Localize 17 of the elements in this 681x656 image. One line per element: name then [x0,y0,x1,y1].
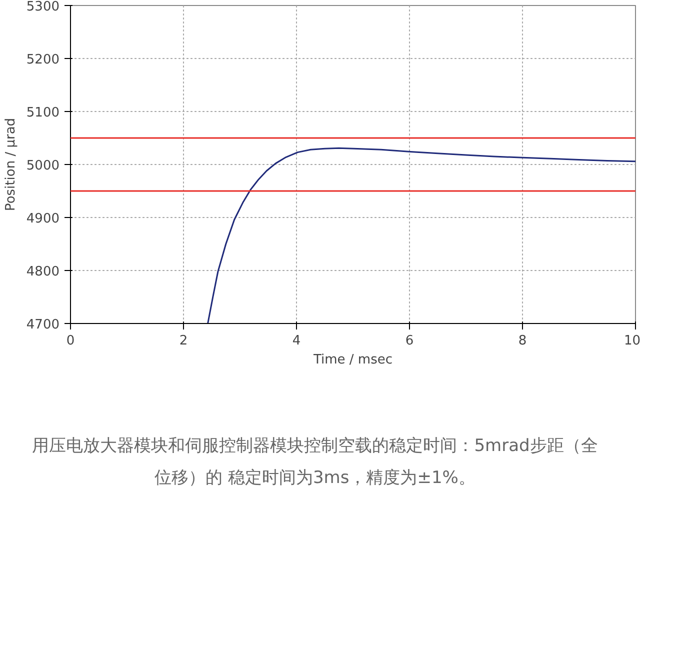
x-tick-label: 6 [405,334,414,348]
y-tick-label: 5100 [26,106,60,120]
y-axis-title: Position / µrad [3,118,18,212]
x-axis-title: Time / msec [312,352,393,368]
line-series [207,147,636,324]
y-tick-label: 4900 [26,212,60,226]
y-tick-label: 4800 [26,264,60,280]
x-tick-label: 8 [518,334,527,348]
y-tick-label: 5300 [26,0,60,14]
text: 用压电放大器模块和伺服控制器模块控制空载的稳定时间：5mrad步距（全位移）的 稳定时间为3ms，精度为±1%。 [31,435,599,490]
x-tick-label: 0 [66,334,75,348]
y-tick-label: 5000 [26,158,60,174]
x-tick-label: 10 [624,334,641,348]
y-tick-label: 5200 [26,52,60,68]
x-tick-label: 2 [179,334,188,348]
y-tick-label: 4700 [26,318,60,332]
x-tick-label: 4 [292,334,301,348]
